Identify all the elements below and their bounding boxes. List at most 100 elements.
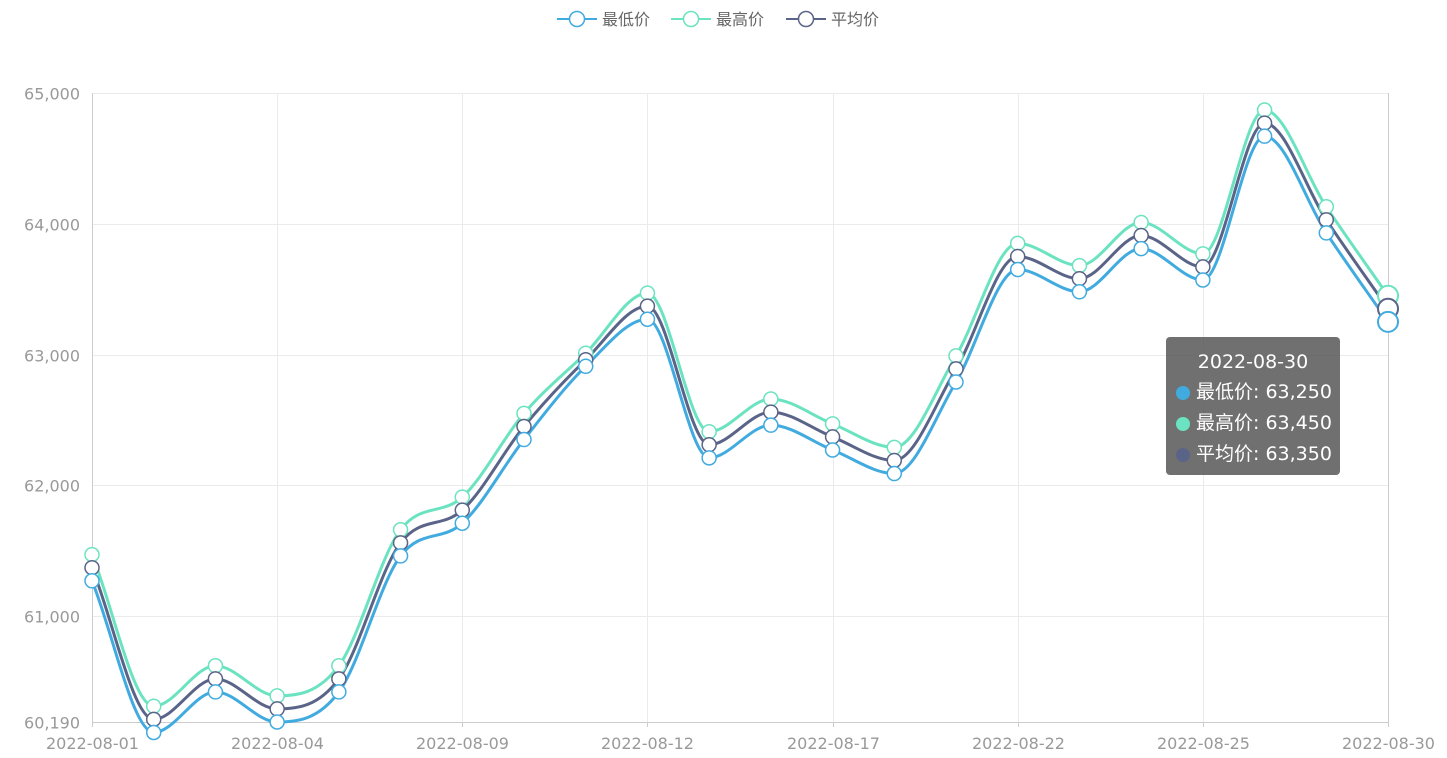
y-tick-label: 60,190 [24,714,80,733]
data-point-min [948,374,964,390]
data-point-min [145,724,162,741]
tooltip-row-max-label: 最高价: 63,450 [1196,412,1332,434]
data-point-min [331,684,347,700]
data-point-min [701,450,717,466]
legend-label: 最高价 [716,10,764,29]
data-point-avg [1195,259,1211,275]
data-point-max [145,698,162,715]
data-point-avg [269,701,285,717]
tooltip-dot-avg [1176,447,1190,462]
data-point-min [824,442,841,458]
data-point-max [1133,214,1149,231]
series-layer [84,102,1399,741]
data-point-avg [331,671,347,687]
tooltip-row-max: 最高价: 63,450 [1176,408,1332,439]
x-tick-label: 2022-08-09 [416,734,509,753]
data-point-min [577,358,594,375]
data-point-min [763,417,779,433]
data-point-max [331,658,347,674]
data-point-avg [84,559,100,576]
tooltip-dot-min [1176,385,1190,400]
legend-item-max[interactable]: 最高价 [671,10,764,29]
data-point-min [1071,284,1088,300]
data-point-min [454,515,471,531]
data-point-avg [886,452,903,469]
y-tick-label: 64,000 [24,216,80,235]
legend-marker-icon [682,10,700,28]
data-point-min [1133,240,1149,257]
data-point-max [763,391,779,407]
data-point-avg [392,535,409,551]
data-point-max [207,658,224,674]
legend-marker-icon [568,10,586,28]
data-point-max [1009,235,1026,252]
data-point-max [516,405,532,422]
y-tick-label: 63,000 [24,347,80,366]
tooltip-row-avg-label: 平均价: 63,350 [1196,443,1332,465]
data-point-max [269,688,285,704]
data-point-max [1256,102,1273,118]
tooltip: 2022-08-30 最低价: 63,250 最高价: 63,450 平均价: … [1166,337,1340,475]
data-point-avg [207,671,224,687]
x-tick-label: 2022-08-22 [972,734,1065,753]
x-tick-label: 2022-08-12 [601,734,694,753]
x-tick-label: 2022-08-30 [1342,734,1435,753]
y-tick-label: 62,000 [24,477,80,496]
y-tick-label: 65,000 [24,85,80,104]
legend-label: 平均价 [831,10,879,29]
data-point-min [1318,225,1335,241]
legend-marker-icon [797,10,815,28]
tooltip-title: 2022-08-30 [1197,351,1309,373]
y-tick-label: 61,000 [24,608,80,627]
data-point-avg [516,418,532,435]
data-point-max [1318,199,1335,215]
data-point-max [84,546,100,563]
tooltip-dot-max [1176,416,1190,431]
data-point-max [1071,257,1088,274]
data-point-max [454,489,471,505]
data-point-max [886,439,903,456]
data-point-avg [948,361,964,377]
x-tick-label: 2022-08-17 [787,734,880,753]
data-point-min [639,311,656,327]
data-point-min [1009,261,1026,278]
data-point-max [1195,246,1211,262]
data-point-max [701,423,717,440]
data-point-avg [763,404,779,420]
data-point-min [516,431,532,448]
legend-item-min[interactable]: 最低价 [557,10,650,29]
tooltip-row-avg: 平均价: 63,350 [1176,439,1332,470]
data-point-avg [701,437,717,453]
x-tick-label: 2022-08-25 [1157,734,1250,753]
x-tick-label: 2022-08-01 [46,734,139,753]
data-point-avg [1009,248,1026,265]
data-point-min [1256,128,1273,144]
data-point-min [84,573,100,589]
tooltip-row-min-label: 最低价: 63,250 [1196,381,1332,403]
data-point-avg [1133,227,1149,244]
legend-item-avg[interactable]: 平均价 [786,10,879,29]
legend-label: 最低价 [602,10,650,29]
data-point-avg [824,429,841,445]
data-point-max [824,416,841,432]
data-point-min [269,714,285,730]
data-point-max [639,285,656,301]
data-point-max [392,522,409,538]
x-tick-label: 2022-08-04 [231,734,324,753]
data-point-min [1377,310,1399,333]
tooltip-row-min: 最低价: 63,250 [1176,377,1332,408]
data-point-avg [1071,270,1088,287]
data-point-avg [1318,212,1335,228]
data-point-avg [639,298,656,314]
data-point-avg [454,502,471,518]
data-point-min [392,548,409,564]
data-point-min [1195,272,1211,288]
data-point-avg [145,711,162,728]
data-point-min [207,684,224,700]
legend[interactable]: 最低价 最高价 平均价 [557,10,879,29]
axis-layer: 60,190 61,000 62,000 63,000 64,000 65,000 2022… [24,85,1435,754]
data-point-max [948,348,964,364]
data-point-avg [1256,115,1273,131]
